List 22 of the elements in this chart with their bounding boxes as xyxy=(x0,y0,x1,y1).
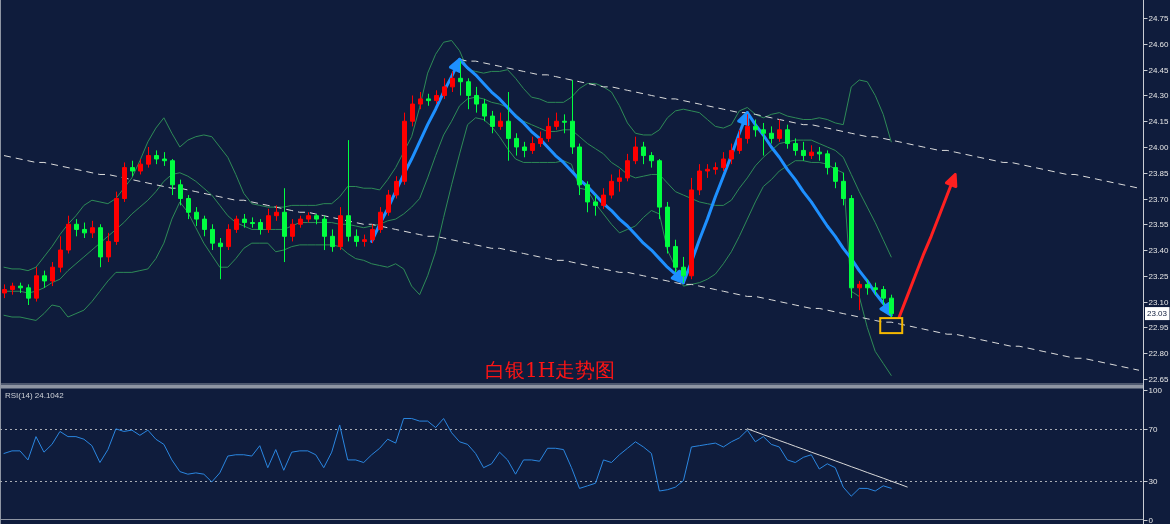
y-tick-label: 24.00 xyxy=(1148,143,1170,152)
y-tick-label: 70 xyxy=(1148,425,1158,434)
y-tick-label: 24.30 xyxy=(1148,91,1170,100)
y-tick-label: 23.55 xyxy=(1148,220,1170,229)
title: RSI(14) 24.1042 xyxy=(5,391,64,400)
y-tick-label: 23.40 xyxy=(1148,246,1170,255)
y-tick-label: 100 xyxy=(1148,386,1163,395)
y-tick-label: 22.80 xyxy=(1148,349,1170,358)
y-tick-label: 24.60 xyxy=(1148,40,1170,49)
y-tick-label: 24.75 xyxy=(1148,14,1170,23)
y-tick-label: 23.70 xyxy=(1148,195,1170,204)
y-tick-label: 24.45 xyxy=(1148,66,1170,75)
y-tick-label: 23.25 xyxy=(1148,272,1170,281)
y-tick-label: 30 xyxy=(1148,477,1158,486)
y-tick-label: 23.10 xyxy=(1148,298,1170,307)
y-tick-label: 24.15 xyxy=(1148,117,1170,126)
y-tick-label: 22.95 xyxy=(1148,323,1170,332)
title: 白银1H走势图 xyxy=(484,358,616,382)
price-label: 23.03 xyxy=(1145,307,1170,321)
y-tick-label: 22.65 xyxy=(1148,375,1170,384)
y-tick-label: 23.85 xyxy=(1148,169,1170,178)
y-tick-label: 0 xyxy=(1148,516,1154,524)
